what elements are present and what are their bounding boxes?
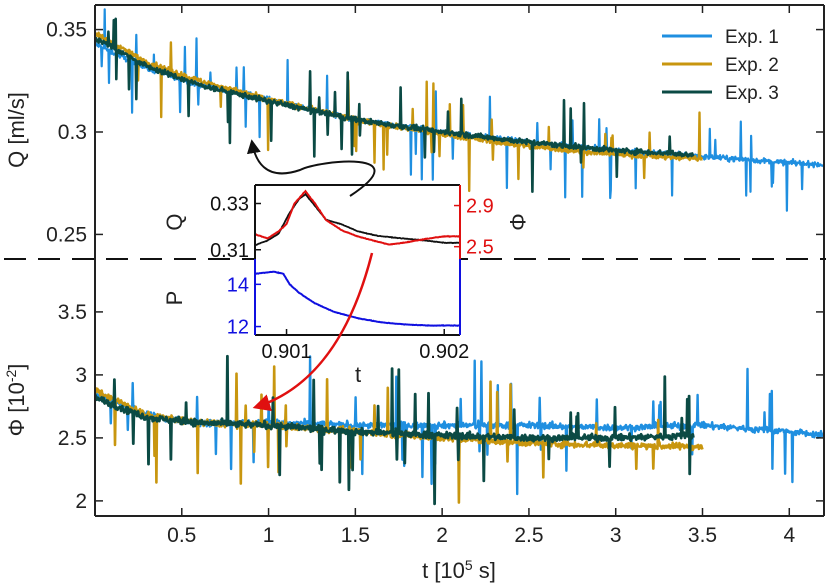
bottom-y-tick-label: 2 [75, 490, 87, 513]
inset-q-label: Q [162, 213, 187, 230]
legend-label-3: Exp. 3 [725, 83, 779, 104]
inset-phi-tick-label: 2.5 [466, 237, 494, 259]
x-axis-label: t [105 s] [422, 557, 496, 583]
main-series-layer [95, 8, 824, 506]
inset-plot: 0.31 0.33 2.5 2.9 12 14 0.901 0.902 Q P Φt [162, 184, 530, 387]
inset-x-tick-label: 0.901 [262, 341, 312, 363]
x-tick-label: 4 [783, 524, 795, 547]
inset-phi-series [254, 189, 460, 246]
top-y-tick-label: 0.25 [46, 223, 87, 246]
x-tick-label: 3 [610, 524, 622, 547]
annotation-arrows [246, 139, 376, 412]
bottom-series-group [95, 354, 824, 506]
x-tick-label: 1.5 [341, 524, 370, 547]
legend: Exp. 1 Exp. 2 Exp. 3 [662, 27, 779, 104]
arrow-to-q-spike [246, 139, 376, 197]
top-series-1 [95, 8, 824, 212]
bottom-y-tick-label: 2.5 [58, 427, 87, 450]
top-series-group [95, 8, 824, 212]
inset-background [255, 185, 460, 335]
top-y-tick-label: 0.3 [58, 121, 87, 144]
x-tick-label: 1 [263, 524, 275, 547]
x-tick-label: 2 [436, 524, 448, 547]
inset-phi-tick-label: 2.9 [466, 196, 494, 218]
legend-label-1: Exp. 1 [725, 27, 779, 48]
inset-p-tick-label: 12 [227, 317, 249, 339]
top-series-3 [95, 17, 695, 193]
axis-labels: t [105 s] Q [ml/s] Φ [10-2] [3, 92, 496, 583]
inset-p-label: P [162, 291, 187, 306]
bottom-series-3 [95, 354, 695, 506]
top-y-axis-label: Q [ml/s] [4, 92, 29, 168]
bottom-y-tick-label: 3.5 [58, 301, 87, 324]
inset-q-series [254, 192, 460, 246]
x-tick-label: 3.5 [688, 524, 717, 547]
bottom-y-tick-label: 3 [75, 364, 87, 387]
arrow-to-phi-spike [252, 252, 374, 412]
bottom-y-axis-label: Φ [10-2] [3, 364, 29, 437]
inset-x-label: t [355, 362, 361, 387]
legend-label-2: Exp. 2 [725, 55, 779, 76]
x-tick-label: 0.5 [167, 524, 196, 547]
inset-x-tick-label: 0.902 [419, 341, 469, 363]
main-ticks: 0.25 0.3 0.35 2 2.5 3 3.5 0.5 1 1.5 2 2.5 3 3.5 4 [46, 5, 824, 547]
inset-p-tick-label: 14 [227, 274, 249, 296]
inset-p-series [254, 270, 460, 327]
inset-phi-label: Φ [505, 213, 530, 231]
inset-q-tick-label: 0.33 [210, 194, 249, 216]
inset-q-tick-label: 0.31 [210, 240, 249, 262]
x-tick-label: 2.5 [514, 524, 543, 547]
top-y-tick-label: 0.35 [46, 19, 87, 42]
